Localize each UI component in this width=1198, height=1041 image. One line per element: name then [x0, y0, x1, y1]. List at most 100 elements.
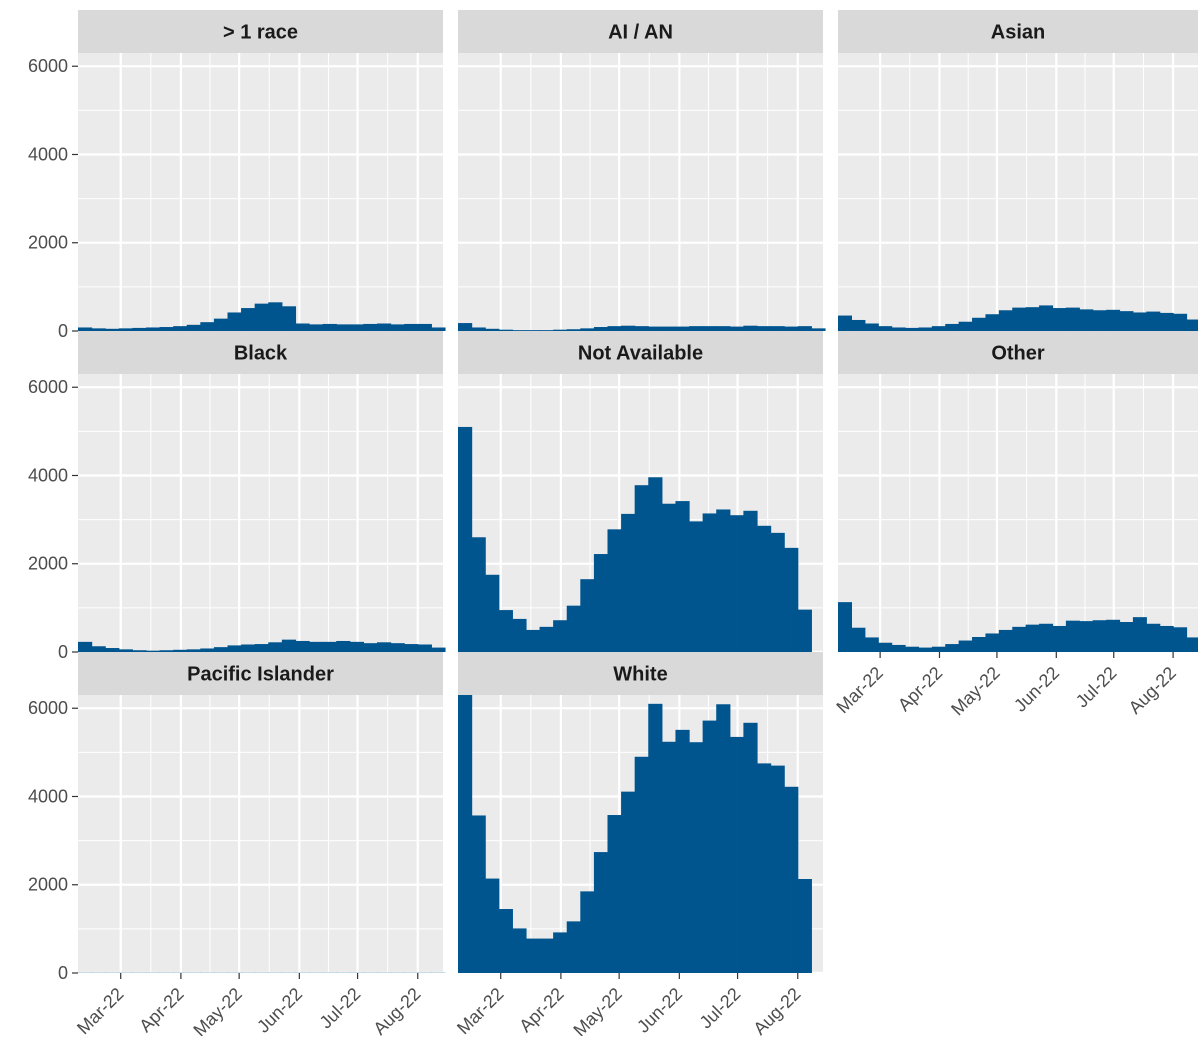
facet-strip-label: Not Available [578, 343, 703, 365]
histogram-bar [662, 504, 676, 652]
histogram-bar [635, 326, 649, 331]
x-tick-label: May-22 [569, 984, 626, 1036]
x-tick-label: Aug-22 [369, 984, 424, 1036]
histogram-bar [160, 650, 174, 652]
histogram-bar [336, 324, 350, 331]
histogram-bar [472, 815, 486, 973]
histogram-bar [268, 302, 282, 331]
histogram-bar [146, 651, 160, 652]
histogram-bar [784, 787, 798, 973]
histogram-bar [1187, 320, 1198, 331]
histogram-bar [703, 513, 717, 652]
facet-strip-label: AI / AN [608, 22, 673, 44]
histogram-bar [241, 644, 255, 652]
histogram-bar [743, 511, 757, 652]
histogram-bar [1079, 621, 1093, 652]
histogram-bar [1160, 626, 1174, 652]
histogram-bar [418, 644, 432, 652]
histogram-bar [499, 330, 513, 331]
histogram-bar [268, 642, 282, 652]
histogram-bar [607, 326, 621, 331]
histogram-bar [1052, 308, 1066, 331]
histogram-bar [336, 641, 350, 652]
histogram-bar [567, 921, 581, 973]
facet-panel-asian: Asian [838, 10, 1198, 331]
histogram-bar [892, 327, 906, 331]
x-tick-label: Mar-22 [832, 663, 886, 717]
histogram-bar [1026, 307, 1040, 331]
histogram-bar [918, 648, 932, 652]
histogram-bar [811, 328, 825, 331]
histogram-bar [1012, 308, 1026, 331]
histogram-bar [241, 308, 255, 331]
facet-strip-label: Asian [991, 22, 1045, 44]
histogram-bar [323, 642, 337, 652]
histogram-bar [771, 326, 785, 331]
x-tick-label: Apr-22 [894, 663, 946, 715]
histogram-bar [540, 939, 554, 973]
histogram-bar [78, 327, 92, 331]
histogram-bar [363, 324, 377, 331]
x-tick-label: Aug-22 [1125, 663, 1180, 718]
histogram-bar [227, 645, 241, 652]
histogram-bar [999, 630, 1013, 652]
histogram-bar [1146, 312, 1160, 331]
histogram-bar [675, 501, 689, 652]
histogram-bar [540, 330, 554, 331]
y-tick-label: 6000 [28, 698, 68, 718]
histogram-bar [798, 326, 812, 331]
histogram-bar [621, 792, 635, 973]
histogram-bar [282, 640, 296, 652]
histogram-bar [1052, 626, 1066, 652]
histogram-bar [932, 326, 946, 331]
histogram-bar [1133, 312, 1147, 331]
x-tick-label: Apr-22 [515, 984, 567, 1036]
histogram-bar [214, 647, 228, 652]
histogram-bar [255, 644, 269, 652]
histogram-bar [635, 485, 649, 652]
histogram-bar [160, 327, 174, 331]
x-tick-label: Aug-22 [749, 984, 804, 1036]
histogram-bar [92, 646, 106, 652]
panel-background [838, 53, 1198, 331]
histogram-bar [892, 645, 906, 652]
histogram-bar [1187, 637, 1198, 652]
histogram-bar [1066, 308, 1080, 331]
histogram-bar [621, 514, 635, 652]
y-tick-label: 0 [58, 642, 68, 662]
histogram-bar [1039, 305, 1053, 331]
histogram-bar [972, 318, 986, 331]
y-tick-label: 2000 [28, 875, 68, 895]
y-tick-label: 4000 [28, 144, 68, 164]
histogram-bar [730, 327, 744, 331]
histogram-bar [526, 630, 540, 652]
histogram-bar [1173, 314, 1187, 331]
histogram-bar [309, 324, 323, 331]
histogram-bar [1160, 313, 1174, 331]
histogram-bar [838, 602, 852, 652]
histogram-bar [200, 322, 214, 331]
y-tick-label: 2000 [28, 554, 68, 574]
histogram-bar [187, 325, 201, 331]
histogram-bar [499, 909, 513, 973]
facet-panel-not-available: Not Available [458, 331, 823, 652]
x-tick-label: Jul-22 [1072, 663, 1121, 712]
x-tick-label: Jul-22 [696, 984, 745, 1033]
histogram-bar [918, 327, 932, 331]
histogram-bar [757, 526, 771, 652]
histogram-bar [932, 647, 946, 652]
histogram-bar [200, 648, 214, 652]
histogram-bar [458, 695, 472, 973]
histogram-bar [105, 329, 119, 331]
histogram-bar [472, 327, 486, 331]
histogram-bar [391, 643, 405, 652]
histogram-bar [1146, 624, 1160, 652]
histogram-bar [594, 327, 608, 331]
histogram-bar [945, 324, 959, 331]
histogram-bar [526, 330, 540, 331]
histogram-bar [1093, 620, 1107, 652]
histogram-bar [905, 328, 919, 331]
histogram-bar [730, 515, 744, 652]
